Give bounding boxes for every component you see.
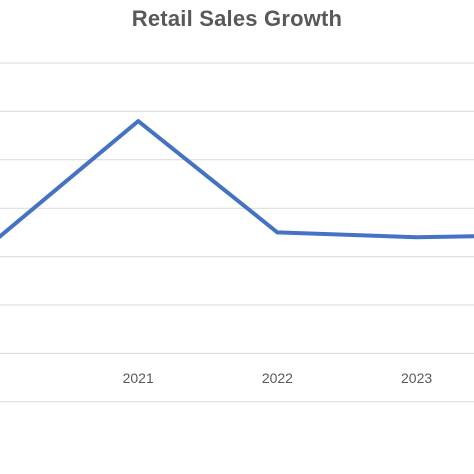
chart-title: Retail Sales Growth <box>131 6 343 31</box>
series-line <box>0 119 474 240</box>
series-layer <box>0 119 474 240</box>
x-tick-label: 2022 <box>262 370 293 386</box>
x-tick-label: 2023 <box>401 370 432 386</box>
x-tick-label: 2021 <box>123 370 154 386</box>
gridlines <box>0 62 474 403</box>
x-axis-ticks: 20212022202320 <box>123 370 433 386</box>
